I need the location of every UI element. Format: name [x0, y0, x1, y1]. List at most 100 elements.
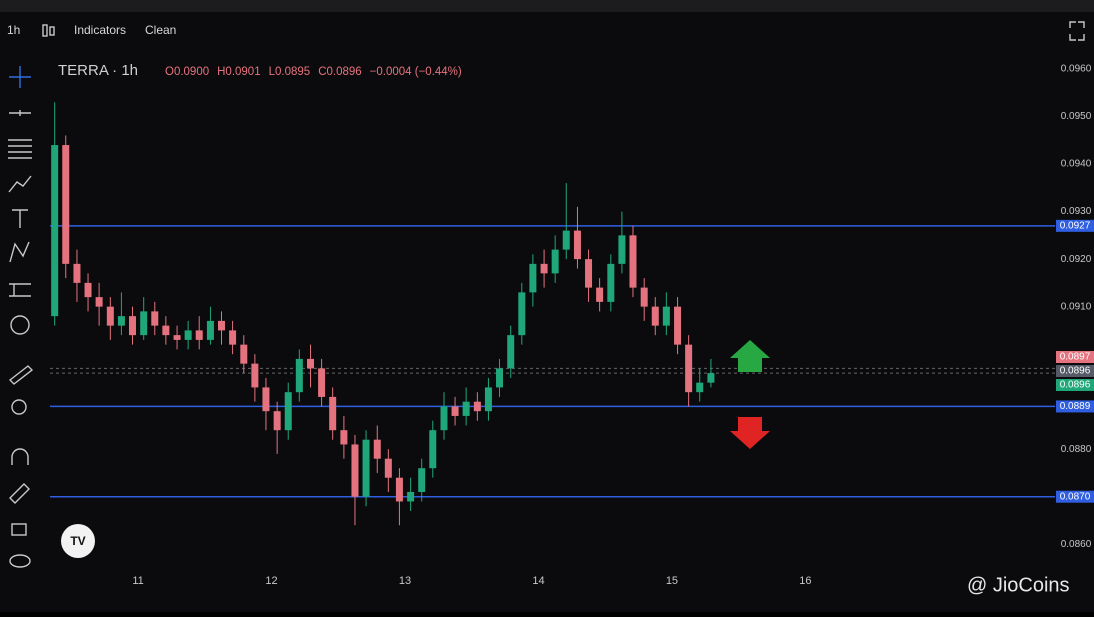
brush-tool[interactable] — [8, 175, 32, 193]
y-tick-label: 0.0910 — [1061, 301, 1092, 312]
candle-body — [262, 387, 270, 412]
candle-body — [329, 396, 337, 431]
price-tag — [1056, 379, 1094, 391]
x-tick-label: 15 — [666, 575, 678, 587]
candle-body — [184, 330, 192, 340]
y-tick-label: 0.0930 — [1061, 206, 1092, 217]
x-tick-label: 16 — [799, 575, 811, 587]
draw-lock-tool[interactable] — [9, 483, 30, 504]
candle-body — [51, 145, 59, 317]
candle-body — [117, 316, 125, 326]
level-label: 0.0889 — [1060, 401, 1091, 412]
y-tick-label: 0.0860 — [1061, 539, 1092, 550]
candle-body — [395, 477, 403, 502]
price-tag — [1056, 351, 1094, 363]
candle-body — [307, 358, 315, 369]
watermark: @ JioCoins — [967, 574, 1070, 596]
y-tick-label: 0.0940 — [1061, 159, 1092, 170]
candle-body — [629, 235, 637, 288]
candle-body — [429, 430, 437, 469]
candle-body — [585, 259, 593, 288]
measure-tool[interactable] — [9, 283, 31, 297]
x-tick-label: 13 — [399, 575, 411, 587]
candle-body — [685, 344, 693, 393]
candle-body — [484, 387, 492, 412]
candle-body — [62, 145, 70, 264]
candle-body — [618, 235, 626, 264]
tv-logo — [61, 524, 95, 558]
candle-body — [84, 282, 92, 298]
down-arrow — [730, 417, 770, 449]
candle-body — [662, 306, 670, 326]
candle-body — [418, 468, 426, 492]
indicators-button[interactable]: Indicators — [74, 23, 126, 37]
candle-body — [551, 249, 559, 274]
candle-body — [273, 411, 281, 431]
price-tag-label: 0.0896 — [1060, 380, 1091, 391]
x-tick-label: 12 — [265, 575, 277, 587]
interval-button[interactable]: 1h — [7, 23, 20, 37]
level-tag — [1056, 490, 1094, 503]
price-tag-label: 0.0896 — [1060, 366, 1091, 377]
legend-item: H0.0901 — [217, 66, 260, 78]
legend-item: C0.0896 — [318, 66, 361, 78]
top-strip — [0, 0, 1094, 12]
candle-body — [607, 263, 615, 302]
y-tick-label: 0.0950 — [1061, 111, 1092, 122]
fullscreen-button[interactable] — [1069, 21, 1085, 41]
candle-body — [218, 320, 226, 331]
up-arrow — [730, 340, 770, 372]
candle-body — [362, 439, 370, 497]
candle-body — [373, 439, 381, 459]
fib-tool[interactable] — [8, 139, 32, 159]
candle-body — [318, 368, 326, 397]
candle-body — [540, 263, 548, 274]
lock-tool[interactable] — [11, 523, 27, 536]
candle-body — [95, 297, 103, 307]
text-tool[interactable] — [12, 209, 28, 228]
candle-body — [451, 406, 459, 416]
candle-type-icon[interactable] — [42, 24, 55, 37]
candle-body — [707, 373, 715, 383]
candle-body — [284, 392, 292, 431]
candle-body — [384, 458, 392, 478]
candle-body — [651, 306, 659, 326]
candle-body — [696, 382, 704, 393]
candle-body — [596, 287, 604, 302]
candle-body — [162, 325, 170, 336]
candle-body — [173, 335, 181, 340]
pattern-tool[interactable] — [9, 241, 30, 263]
crosshair-tool[interactable] — [9, 66, 31, 88]
price-tag — [1056, 365, 1094, 377]
y-tick-label: 0.0960 — [1061, 64, 1092, 75]
candle-body — [151, 311, 159, 326]
candle-body — [340, 430, 348, 445]
visibility-tool[interactable] — [9, 554, 31, 568]
candle-body — [562, 230, 570, 250]
legend-item: O0.0900 — [165, 66, 209, 78]
candle-body — [351, 444, 359, 497]
emoji-tool[interactable] — [10, 315, 30, 335]
candle-body — [674, 306, 682, 345]
x-tick-label: 11 — [132, 575, 143, 587]
zoom-tool[interactable] — [11, 399, 27, 415]
left-toolbar — [8, 66, 34, 568]
tv-logo-text: TV — [70, 534, 85, 548]
candle-body — [73, 263, 81, 283]
level-tag — [1056, 400, 1094, 413]
magnet-tool[interactable] — [11, 448, 29, 465]
candle-body — [462, 401, 470, 416]
clean-button[interactable]: Clean — [145, 23, 176, 37]
candle-body — [529, 263, 537, 293]
ruler-tool[interactable] — [8, 365, 34, 385]
legend-item: −0.0004 (−0.44%) — [370, 66, 462, 78]
candle-body — [251, 363, 259, 388]
line-tool[interactable] — [9, 110, 31, 116]
candle-body — [195, 330, 203, 340]
candle-body — [140, 311, 148, 336]
y-tick-label: 0.0920 — [1061, 254, 1092, 265]
candle-body — [640, 287, 648, 307]
candle-body — [206, 320, 214, 340]
